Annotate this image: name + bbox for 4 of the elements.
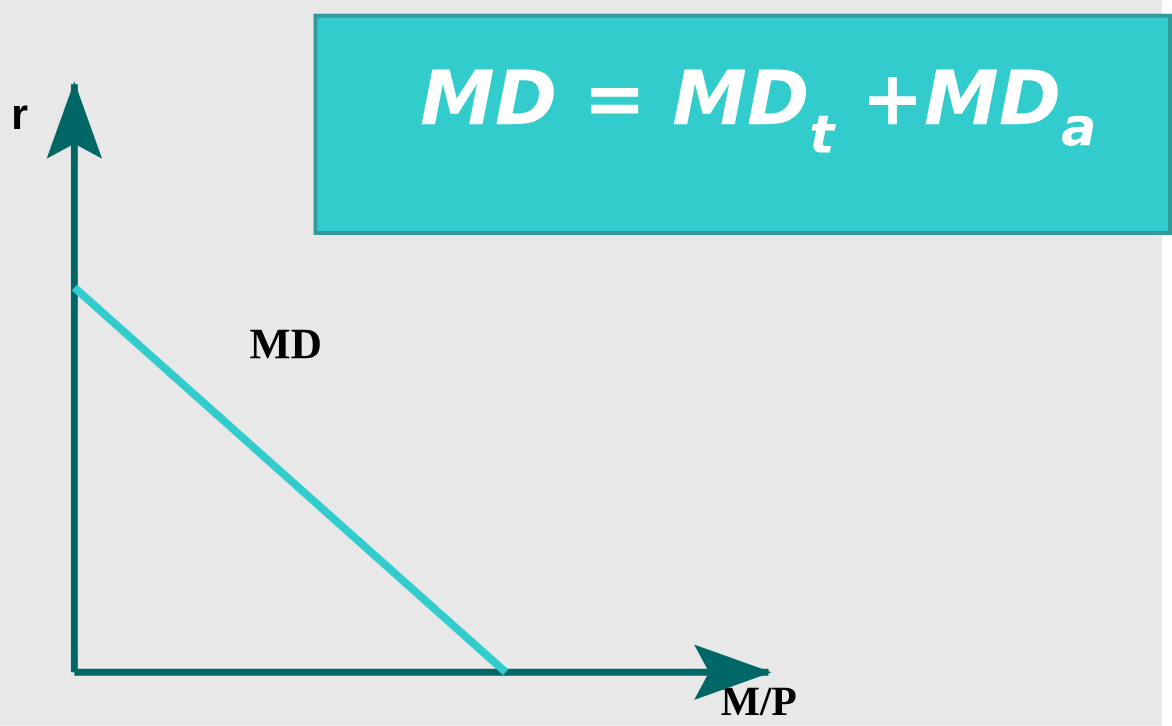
chart-title: MD = MD$_{t}$ +MD$_{a}$ (421, 69, 1094, 153)
x-axis-title: M/P (721, 687, 796, 716)
y-axis-title: r (13, 105, 28, 129)
series-label: MD (250, 329, 320, 359)
